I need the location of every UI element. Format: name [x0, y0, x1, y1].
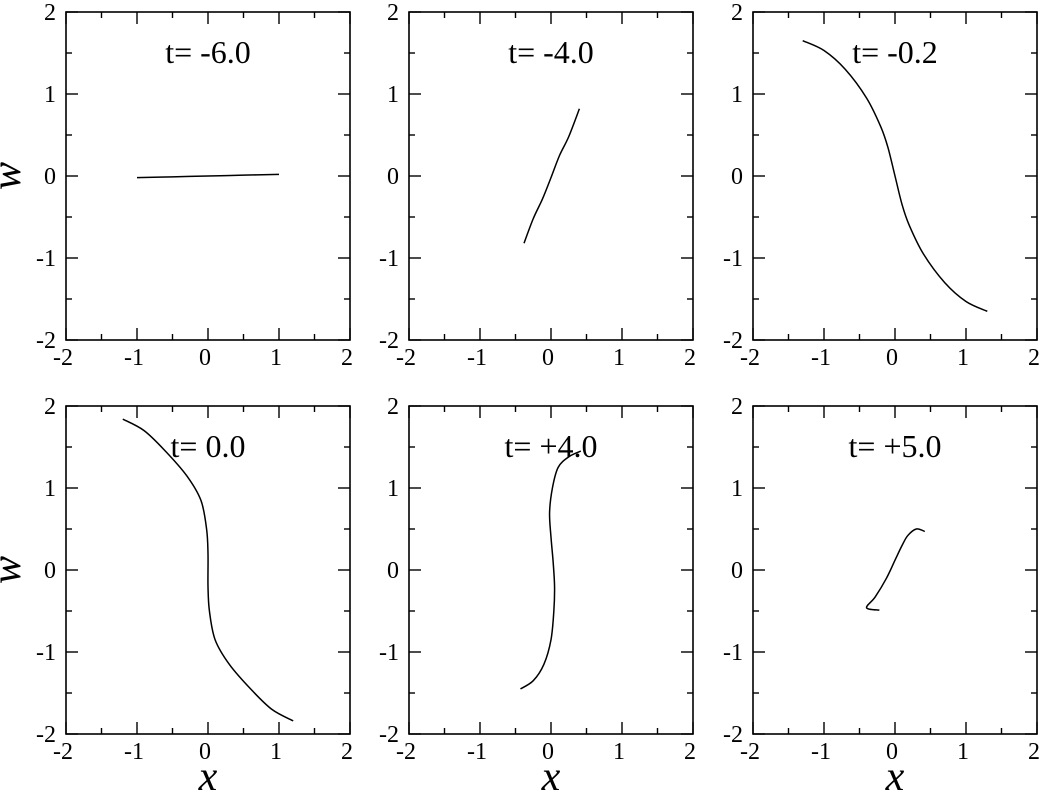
- series-curve: [122, 418, 294, 722]
- y-tick-label: 2: [387, 394, 399, 420]
- panel-title: t= +5.0: [849, 428, 942, 464]
- x-tick-label: 1: [957, 345, 969, 371]
- x-tick-label: -2: [396, 345, 416, 371]
- y-tick-label: 1: [387, 82, 399, 108]
- y-tick-label: -2: [723, 722, 743, 748]
- y-tick-label: -1: [379, 640, 399, 666]
- y-tick-label: 1: [731, 476, 743, 502]
- panel-title: t= -6.0: [165, 34, 251, 70]
- y-tick-label: 1: [44, 476, 56, 502]
- series-curve: [865, 528, 926, 611]
- panel-4: -2 -1 0 1 2 -2 -1 0 1 2 t= 0.0 x w: [0, 394, 353, 796]
- panel-title: t= -0.2: [852, 34, 938, 70]
- x-tick-label: -1: [124, 345, 144, 371]
- x-tick-label: 1: [270, 739, 282, 765]
- y-tick-label: 2: [44, 0, 56, 26]
- series-curve: [523, 108, 581, 244]
- x-tick-label: 0: [542, 739, 554, 765]
- x-tick-label: 0: [886, 345, 898, 371]
- x-tick-label: 2: [684, 739, 696, 765]
- y-tick-label: -2: [379, 722, 399, 748]
- x-tick-label: 2: [341, 739, 353, 765]
- y-tick-label: 2: [731, 0, 743, 26]
- panel-title: t= -4.0: [508, 34, 594, 70]
- y-tick-label: 1: [731, 82, 743, 108]
- x-tick-label: -2: [53, 739, 73, 765]
- y-tick-label: -1: [36, 640, 56, 666]
- y-tick-label: 0: [731, 558, 743, 584]
- panel-title: t= 0.0: [171, 428, 246, 464]
- y-tick-label: -1: [379, 246, 399, 272]
- y-tick-label: -1: [723, 640, 743, 666]
- x-tick-label: -1: [811, 739, 831, 765]
- y-tick-label: 2: [44, 394, 56, 420]
- panel-6: -2 -1 0 1 2 -2 -1 0 1 2 t= +5.0 x: [723, 394, 1040, 796]
- y-tick-label: 0: [387, 558, 399, 584]
- x-tick-label: -1: [124, 739, 144, 765]
- panel-1: -2 -1 0 1 2 -2 -1 0 1 2 t= -6.0 w: [0, 0, 353, 371]
- x-tick-label: 0: [886, 739, 898, 765]
- x-tick-label: 0: [199, 739, 211, 765]
- x-tick-label: 2: [341, 345, 353, 371]
- series-curve: [802, 40, 988, 312]
- y-tick-label: 0: [44, 558, 56, 584]
- y-tick-label: -1: [36, 246, 56, 272]
- y-tick-label: -1: [723, 246, 743, 272]
- y-tick-label: -2: [379, 328, 399, 354]
- panel-5: -2 -1 0 1 2 -2 -1 0 1 2 t= +4.0 x: [379, 394, 696, 796]
- y-tick-label: -2: [36, 328, 56, 354]
- y-tick-label: 0: [387, 164, 399, 190]
- x-tick-label: -1: [811, 345, 831, 371]
- x-tick-label: -2: [740, 345, 760, 371]
- x-tick-label: 2: [1028, 345, 1040, 371]
- x-tick-label: 0: [542, 345, 554, 371]
- y-tick-label: 1: [44, 82, 56, 108]
- y-tick-label: 2: [387, 0, 399, 26]
- y-tick-label: 1: [387, 476, 399, 502]
- x-tick-label: -2: [740, 739, 760, 765]
- y-tick-label: 0: [731, 164, 743, 190]
- x-tick-label: 2: [1028, 739, 1040, 765]
- x-tick-label: 1: [270, 345, 282, 371]
- panel-title: t= +4.0: [505, 428, 598, 464]
- x-axis-title: x: [541, 754, 561, 796]
- x-tick-label: 0: [199, 345, 211, 371]
- y-tick-label: -2: [36, 722, 56, 748]
- x-tick-label: -1: [467, 739, 487, 765]
- x-axis-title: x: [885, 754, 905, 796]
- x-tick-label: 1: [613, 345, 625, 371]
- x-axis-title: x: [198, 754, 218, 796]
- x-tick-label: 2: [684, 345, 696, 371]
- x-tick-label: -2: [396, 739, 416, 765]
- y-tick-label: 2: [731, 394, 743, 420]
- series-curve: [520, 450, 582, 690]
- x-tick-label: -1: [467, 345, 487, 371]
- x-tick-label: 1: [613, 739, 625, 765]
- series-curve: [136, 173, 280, 179]
- panel-2: -2 -1 0 1 2 -2 -1 0 1 2 t= -4.0: [379, 0, 696, 371]
- panel-3: -2 -1 0 1 2 -2 -1 0 1 2 t= -0.2: [723, 0, 1040, 371]
- x-tick-label: -2: [53, 345, 73, 371]
- y-axis-title: w: [0, 556, 30, 584]
- x-tick-label: 1: [957, 739, 969, 765]
- y-tick-label: 0: [44, 164, 56, 190]
- y-axis-title: w: [0, 162, 30, 190]
- y-tick-label: -2: [723, 328, 743, 354]
